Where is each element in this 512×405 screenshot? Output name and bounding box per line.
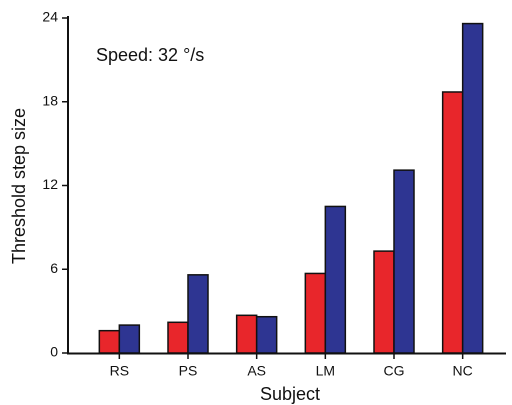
bar xyxy=(187,274,209,354)
bar xyxy=(235,314,258,354)
bar xyxy=(98,329,121,354)
bar xyxy=(373,250,395,354)
bar xyxy=(255,315,278,354)
y-tick-label: 6 xyxy=(50,260,58,276)
bar xyxy=(324,205,347,354)
y-tick-label: 24 xyxy=(42,9,58,25)
x-tick-label: CG xyxy=(384,363,405,379)
x-axis-label: Subject xyxy=(260,384,320,404)
x-tick-label: RS xyxy=(110,363,129,379)
y-tick-label: 0 xyxy=(50,344,58,360)
bar xyxy=(461,22,484,354)
x-tick-label: LM xyxy=(316,363,335,379)
bar xyxy=(167,321,189,354)
annotation: Speed: 32 °/s xyxy=(96,45,204,65)
bar xyxy=(118,324,141,354)
y-tick-label: 12 xyxy=(42,176,58,192)
x-tick-label: NC xyxy=(453,363,473,379)
x-tick-label: PS xyxy=(179,363,198,379)
bar xyxy=(441,91,464,354)
bar xyxy=(304,272,327,354)
y-axis-label: Threshold step size xyxy=(9,108,29,264)
y-tick-label: 18 xyxy=(42,92,58,108)
x-tick-label: AS xyxy=(247,363,266,379)
bar xyxy=(393,169,415,354)
